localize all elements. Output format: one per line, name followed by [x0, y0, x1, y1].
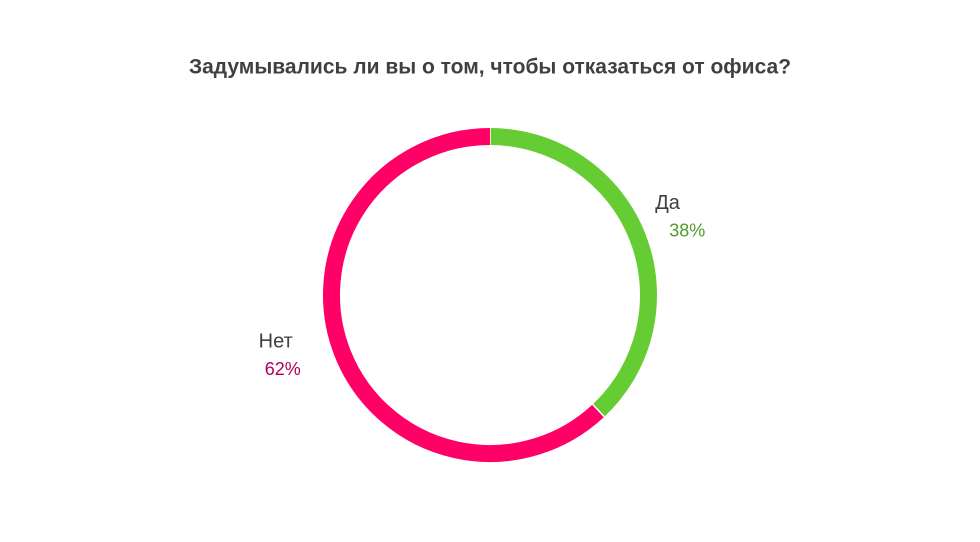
donut-segment [489, 128, 657, 417]
chart-title: Задумывались ли вы о том, чтобы отказать… [189, 56, 791, 79]
category-label: Да [655, 192, 681, 214]
value-label: 38% [669, 220, 705, 240]
value-label: 62% [265, 359, 301, 379]
donut-segment [323, 128, 605, 462]
category-label: Нет [259, 331, 293, 353]
segment-separator [592, 403, 605, 418]
